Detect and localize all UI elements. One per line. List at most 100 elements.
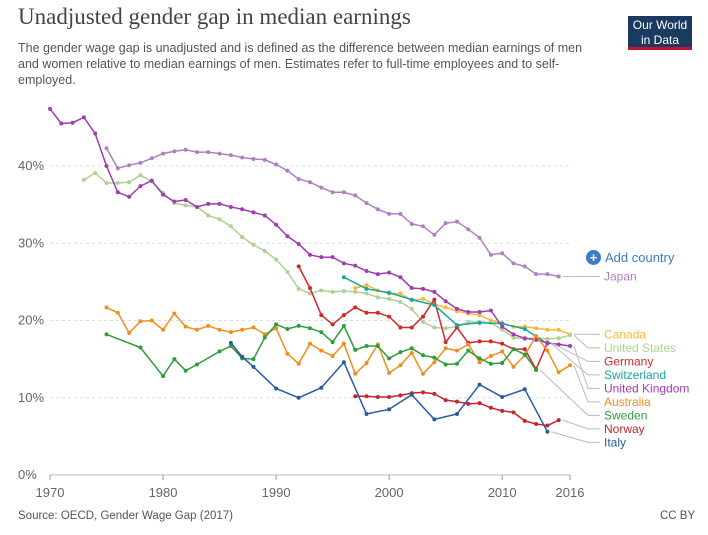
data-point[interactable] xyxy=(488,354,493,359)
data-point[interactable] xyxy=(115,310,120,315)
data-point[interactable] xyxy=(443,221,448,226)
data-point[interactable] xyxy=(285,234,290,239)
data-point[interactable] xyxy=(454,306,459,311)
data-point[interactable] xyxy=(262,248,267,253)
data-point[interactable] xyxy=(183,197,188,202)
data-point[interactable] xyxy=(353,394,358,399)
data-point[interactable] xyxy=(296,177,301,182)
data-point[interactable] xyxy=(477,339,482,344)
data-point[interactable] xyxy=(522,387,527,392)
series-line-switzerland[interactable] xyxy=(343,276,548,345)
data-point[interactable] xyxy=(387,314,392,319)
data-point[interactable] xyxy=(172,357,177,362)
data-point[interactable] xyxy=(466,342,471,347)
data-point[interactable] xyxy=(466,310,471,315)
data-point[interactable] xyxy=(364,394,369,399)
data-point[interactable] xyxy=(127,194,132,199)
data-point[interactable] xyxy=(375,295,380,300)
data-point[interactable] xyxy=(217,349,222,354)
data-point[interactable] xyxy=(409,306,414,311)
data-point[interactable] xyxy=(421,286,426,291)
data-point[interactable] xyxy=(161,327,166,332)
data-point[interactable] xyxy=(341,341,346,346)
data-point[interactable] xyxy=(183,147,188,152)
data-point[interactable] xyxy=(115,190,120,195)
data-point[interactable] xyxy=(398,325,403,330)
data-point[interactable] xyxy=(341,275,346,280)
data-point[interactable] xyxy=(274,222,279,227)
data-point[interactable] xyxy=(398,299,403,304)
data-point[interactable] xyxy=(522,264,527,269)
data-point[interactable] xyxy=(127,330,132,335)
data-point[interactable] xyxy=(341,313,346,318)
data-point[interactable] xyxy=(161,151,166,156)
data-point[interactable] xyxy=(477,382,482,387)
data-point[interactable] xyxy=(443,299,448,304)
data-point[interactable] xyxy=(274,162,279,167)
data-point[interactable] xyxy=(375,394,380,399)
data-point[interactable] xyxy=(409,350,414,355)
data-point[interactable] xyxy=(568,343,572,348)
data-point[interactable] xyxy=(285,351,290,356)
data-point[interactable] xyxy=(161,192,166,197)
data-point[interactable] xyxy=(341,289,346,294)
series-label[interactable]: Italy xyxy=(604,435,626,449)
data-point[interactable] xyxy=(228,204,233,209)
data-point[interactable] xyxy=(432,303,437,308)
data-point[interactable] xyxy=(206,213,211,218)
data-point[interactable] xyxy=(262,213,267,218)
data-point[interactable] xyxy=(398,291,403,296)
data-point[interactable] xyxy=(206,323,211,328)
data-point[interactable] xyxy=(432,232,437,237)
license-label[interactable]: CC BY xyxy=(660,510,696,522)
data-point[interactable] xyxy=(127,163,132,168)
data-point[interactable] xyxy=(341,360,346,365)
data-point[interactable] xyxy=(556,418,561,423)
data-point[interactable] xyxy=(251,357,256,362)
data-point[interactable] xyxy=(387,211,392,216)
data-point[interactable] xyxy=(387,296,392,301)
data-point[interactable] xyxy=(545,340,550,345)
data-point[interactable] xyxy=(432,325,437,330)
data-point[interactable] xyxy=(183,368,188,373)
data-point[interactable] xyxy=(454,411,459,416)
data-point[interactable] xyxy=(568,333,572,338)
data-point[interactable] xyxy=(364,269,369,274)
data-point[interactable] xyxy=(296,286,301,291)
data-point[interactable] xyxy=(228,340,233,345)
data-point[interactable] xyxy=(127,180,132,185)
data-point[interactable] xyxy=(466,227,471,232)
data-point[interactable] xyxy=(364,291,369,296)
data-point[interactable] xyxy=(443,398,448,403)
data-point[interactable] xyxy=(500,327,505,332)
data-point[interactable] xyxy=(296,395,301,400)
data-point[interactable] xyxy=(319,330,324,335)
data-point[interactable] xyxy=(138,319,143,324)
data-point[interactable] xyxy=(104,305,109,310)
data-point[interactable] xyxy=(409,221,414,226)
data-point[interactable] xyxy=(556,342,561,347)
data-point[interactable] xyxy=(296,361,301,366)
data-point[interactable] xyxy=(398,363,403,368)
owid-logo[interactable]: Our World in Data xyxy=(628,16,692,50)
data-point[interactable] xyxy=(319,288,324,293)
data-point[interactable] xyxy=(93,170,98,175)
data-point[interactable] xyxy=(93,131,98,136)
data-point[interactable] xyxy=(104,180,109,185)
data-point[interactable] xyxy=(466,401,471,406)
data-point[interactable] xyxy=(251,210,256,215)
data-point[interactable] xyxy=(183,203,188,208)
data-point[interactable] xyxy=(206,150,211,155)
data-point[interactable] xyxy=(545,272,550,277)
series-label[interactable]: Japan xyxy=(604,269,637,283)
data-point[interactable] xyxy=(353,193,358,198)
data-point[interactable] xyxy=(240,235,245,240)
data-point[interactable] xyxy=(172,149,177,154)
data-point[interactable] xyxy=(545,348,550,353)
data-point[interactable] xyxy=(319,385,324,390)
data-point[interactable] xyxy=(556,274,561,279)
data-point[interactable] xyxy=(330,190,335,195)
data-point[interactable] xyxy=(149,156,154,161)
data-point[interactable] xyxy=(308,286,312,291)
data-point[interactable] xyxy=(228,153,233,158)
